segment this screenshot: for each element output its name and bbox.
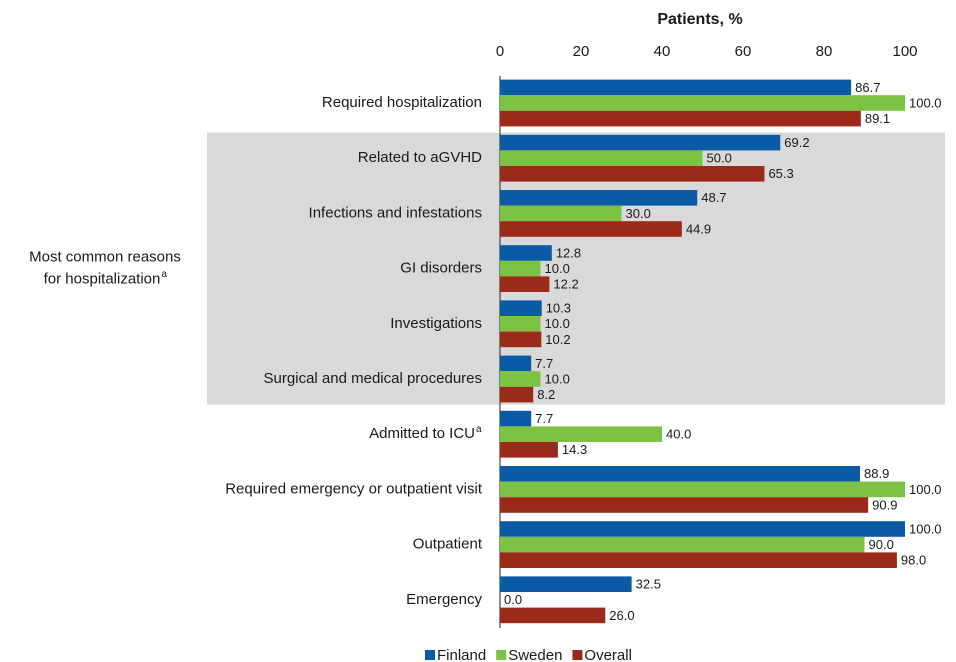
category-label: GI disorders — [400, 260, 482, 277]
legend-swatch — [572, 650, 583, 660]
bar — [500, 607, 606, 624]
bar — [500, 536, 865, 553]
category-label: Emergency — [406, 591, 482, 608]
value-label: 98.0 — [901, 553, 926, 568]
group-label: Most common reasons — [29, 249, 181, 266]
legend-swatch — [496, 650, 507, 660]
bar — [500, 355, 532, 372]
bar — [500, 576, 632, 592]
bar — [500, 300, 542, 316]
value-label: 10.0 — [545, 261, 570, 276]
bar — [500, 190, 698, 206]
x-tick-label: 20 — [573, 43, 590, 60]
category-label: Surgical and medical procedures — [264, 370, 482, 387]
category-label: Required hospitalization — [322, 94, 482, 111]
value-label: 8.2 — [537, 387, 555, 402]
x-tick-label: 60 — [735, 43, 752, 60]
value-label: 10.0 — [545, 371, 570, 386]
group-label: for hospitalization — [44, 271, 161, 288]
bar — [500, 426, 662, 442]
bar — [500, 466, 861, 482]
category-superscript: a — [476, 424, 482, 435]
value-label: 50.0 — [707, 151, 732, 166]
bar — [500, 150, 703, 166]
value-label: 14.3 — [562, 442, 587, 457]
bar — [500, 134, 781, 151]
category-label: Required emergency or outpatient visit — [225, 480, 483, 497]
value-label: 86.7 — [855, 80, 880, 95]
legend-label: Finland — [437, 647, 486, 662]
value-label: 32.5 — [636, 577, 661, 592]
bar — [500, 552, 897, 568]
value-label: 90.9 — [872, 497, 897, 512]
value-label: 40.0 — [666, 427, 691, 442]
value-label: 100.0 — [909, 482, 942, 497]
value-label: 48.7 — [701, 190, 726, 205]
value-label: 30.0 — [626, 206, 651, 221]
value-label: 90.0 — [869, 537, 894, 552]
category-label: Related to aGVHD — [358, 149, 482, 166]
value-label: 10.3 — [546, 301, 571, 316]
bar — [500, 110, 861, 127]
x-tick-label: 40 — [654, 43, 671, 60]
x-tick-label: 0 — [496, 43, 504, 60]
legend-swatch — [425, 650, 435, 660]
group-superscript: a — [161, 269, 167, 280]
value-label: 10.0 — [545, 316, 570, 331]
bar — [500, 276, 550, 292]
value-label: 26.0 — [609, 608, 634, 623]
bar — [500, 95, 905, 111]
bar — [500, 260, 541, 277]
bar — [500, 521, 905, 537]
bar — [500, 245, 552, 261]
value-label: 7.7 — [535, 356, 553, 371]
bar — [500, 331, 542, 348]
value-label: 44.9 — [686, 221, 711, 236]
bar — [500, 79, 852, 96]
chart-title: Patients, % — [657, 11, 742, 28]
value-label: 88.9 — [864, 466, 889, 481]
value-label: 10.2 — [545, 332, 570, 347]
category-label: Outpatient — [413, 536, 483, 553]
value-label: 12.8 — [556, 245, 581, 260]
value-label: 100.0 — [909, 95, 942, 110]
bar — [500, 442, 558, 458]
category-label: Investigations — [390, 315, 482, 332]
bar — [500, 371, 541, 387]
bar — [500, 221, 682, 237]
legend-label: Overall — [584, 647, 632, 662]
x-tick-label: 80 — [816, 43, 833, 60]
value-label: 69.2 — [784, 135, 809, 150]
value-label: 65.3 — [768, 166, 793, 181]
x-tick-label: 100 — [892, 43, 917, 60]
bar — [500, 166, 765, 182]
bar — [500, 481, 905, 498]
value-label: 7.7 — [535, 411, 553, 426]
bar — [500, 316, 541, 332]
bar — [500, 410, 532, 427]
category-label: Admitted to ICU — [369, 425, 475, 442]
legend-label: Sweden — [508, 647, 562, 662]
value-label: 12.2 — [553, 277, 578, 292]
bar — [500, 386, 534, 403]
value-label: 89.1 — [865, 111, 890, 126]
category-label: Infections and infestations — [309, 204, 482, 221]
value-label: 100.0 — [909, 521, 942, 536]
bar — [500, 497, 869, 513]
bar — [500, 205, 622, 222]
value-label: 0.0 — [504, 592, 522, 607]
